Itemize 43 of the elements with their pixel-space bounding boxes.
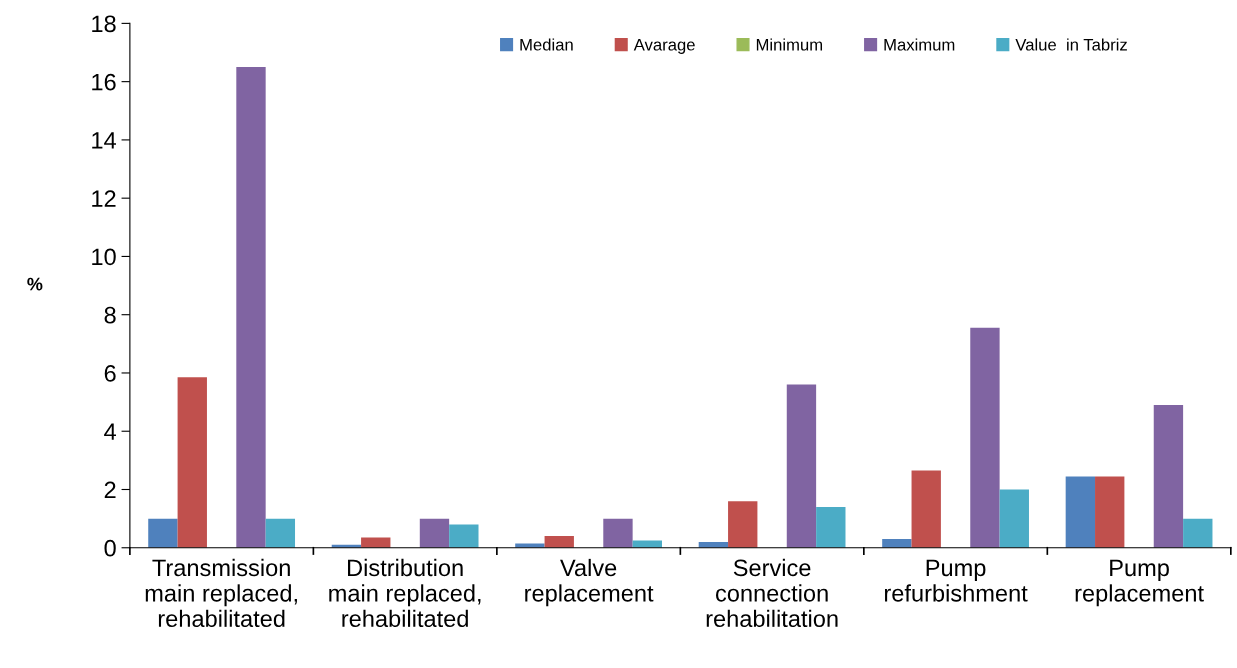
y-tick-label: 12: [92, 190, 116, 207]
y-axis-title: %: [27, 277, 43, 291]
bar: [999, 489, 1029, 548]
bar: [419, 518, 450, 548]
bar: [236, 67, 266, 548]
x-tick-label: Transmission main replaced, rehabilitated: [145, 558, 297, 628]
bar: [728, 501, 758, 548]
y-tick-label: 16: [92, 73, 116, 91]
bar: [786, 384, 817, 548]
y-tick-label: 2: [104, 481, 116, 499]
legend-label: Minimum: [756, 38, 823, 51]
bar: [1095, 476, 1125, 548]
bar: [449, 524, 479, 548]
x-tick-label: Service connection rehabilitation: [706, 558, 838, 628]
bar: [1065, 476, 1096, 548]
y-tick-label: 14: [92, 132, 116, 149]
legend-label: Avarage: [633, 38, 695, 54]
x-tick-label: Valve replacement: [525, 558, 654, 607]
bar: [265, 518, 296, 548]
x-tick-label: Pump refurbishment: [884, 559, 1028, 602]
bar: [632, 540, 662, 548]
legend-label: Maximum: [884, 38, 955, 51]
y-tick-label: 18: [92, 15, 116, 33]
bar: [148, 518, 178, 548]
y-tick-label: 4: [104, 423, 116, 440]
bar: [882, 539, 912, 548]
bar: [177, 377, 207, 548]
bar: [911, 470, 941, 548]
x-tick-label: Distribution main replaced, rehabilitated: [329, 558, 481, 628]
bar: [603, 518, 633, 548]
bar: [1183, 518, 1213, 548]
y-tick-label: 10: [92, 248, 116, 266]
bar: [816, 506, 846, 548]
legend-label: Median: [520, 38, 573, 51]
x-tick-label: Pump replacement: [1075, 559, 1204, 607]
bar: [515, 543, 545, 548]
legend-label: Value in Tabriz: [1015, 38, 1127, 51]
y-tick-label: 8: [104, 306, 116, 324]
bar: [544, 536, 574, 548]
bar: [970, 327, 1000, 548]
bar: [1153, 405, 1184, 548]
y-tick-label: 6: [104, 365, 116, 382]
y-tick-label: 0: [104, 539, 116, 557]
